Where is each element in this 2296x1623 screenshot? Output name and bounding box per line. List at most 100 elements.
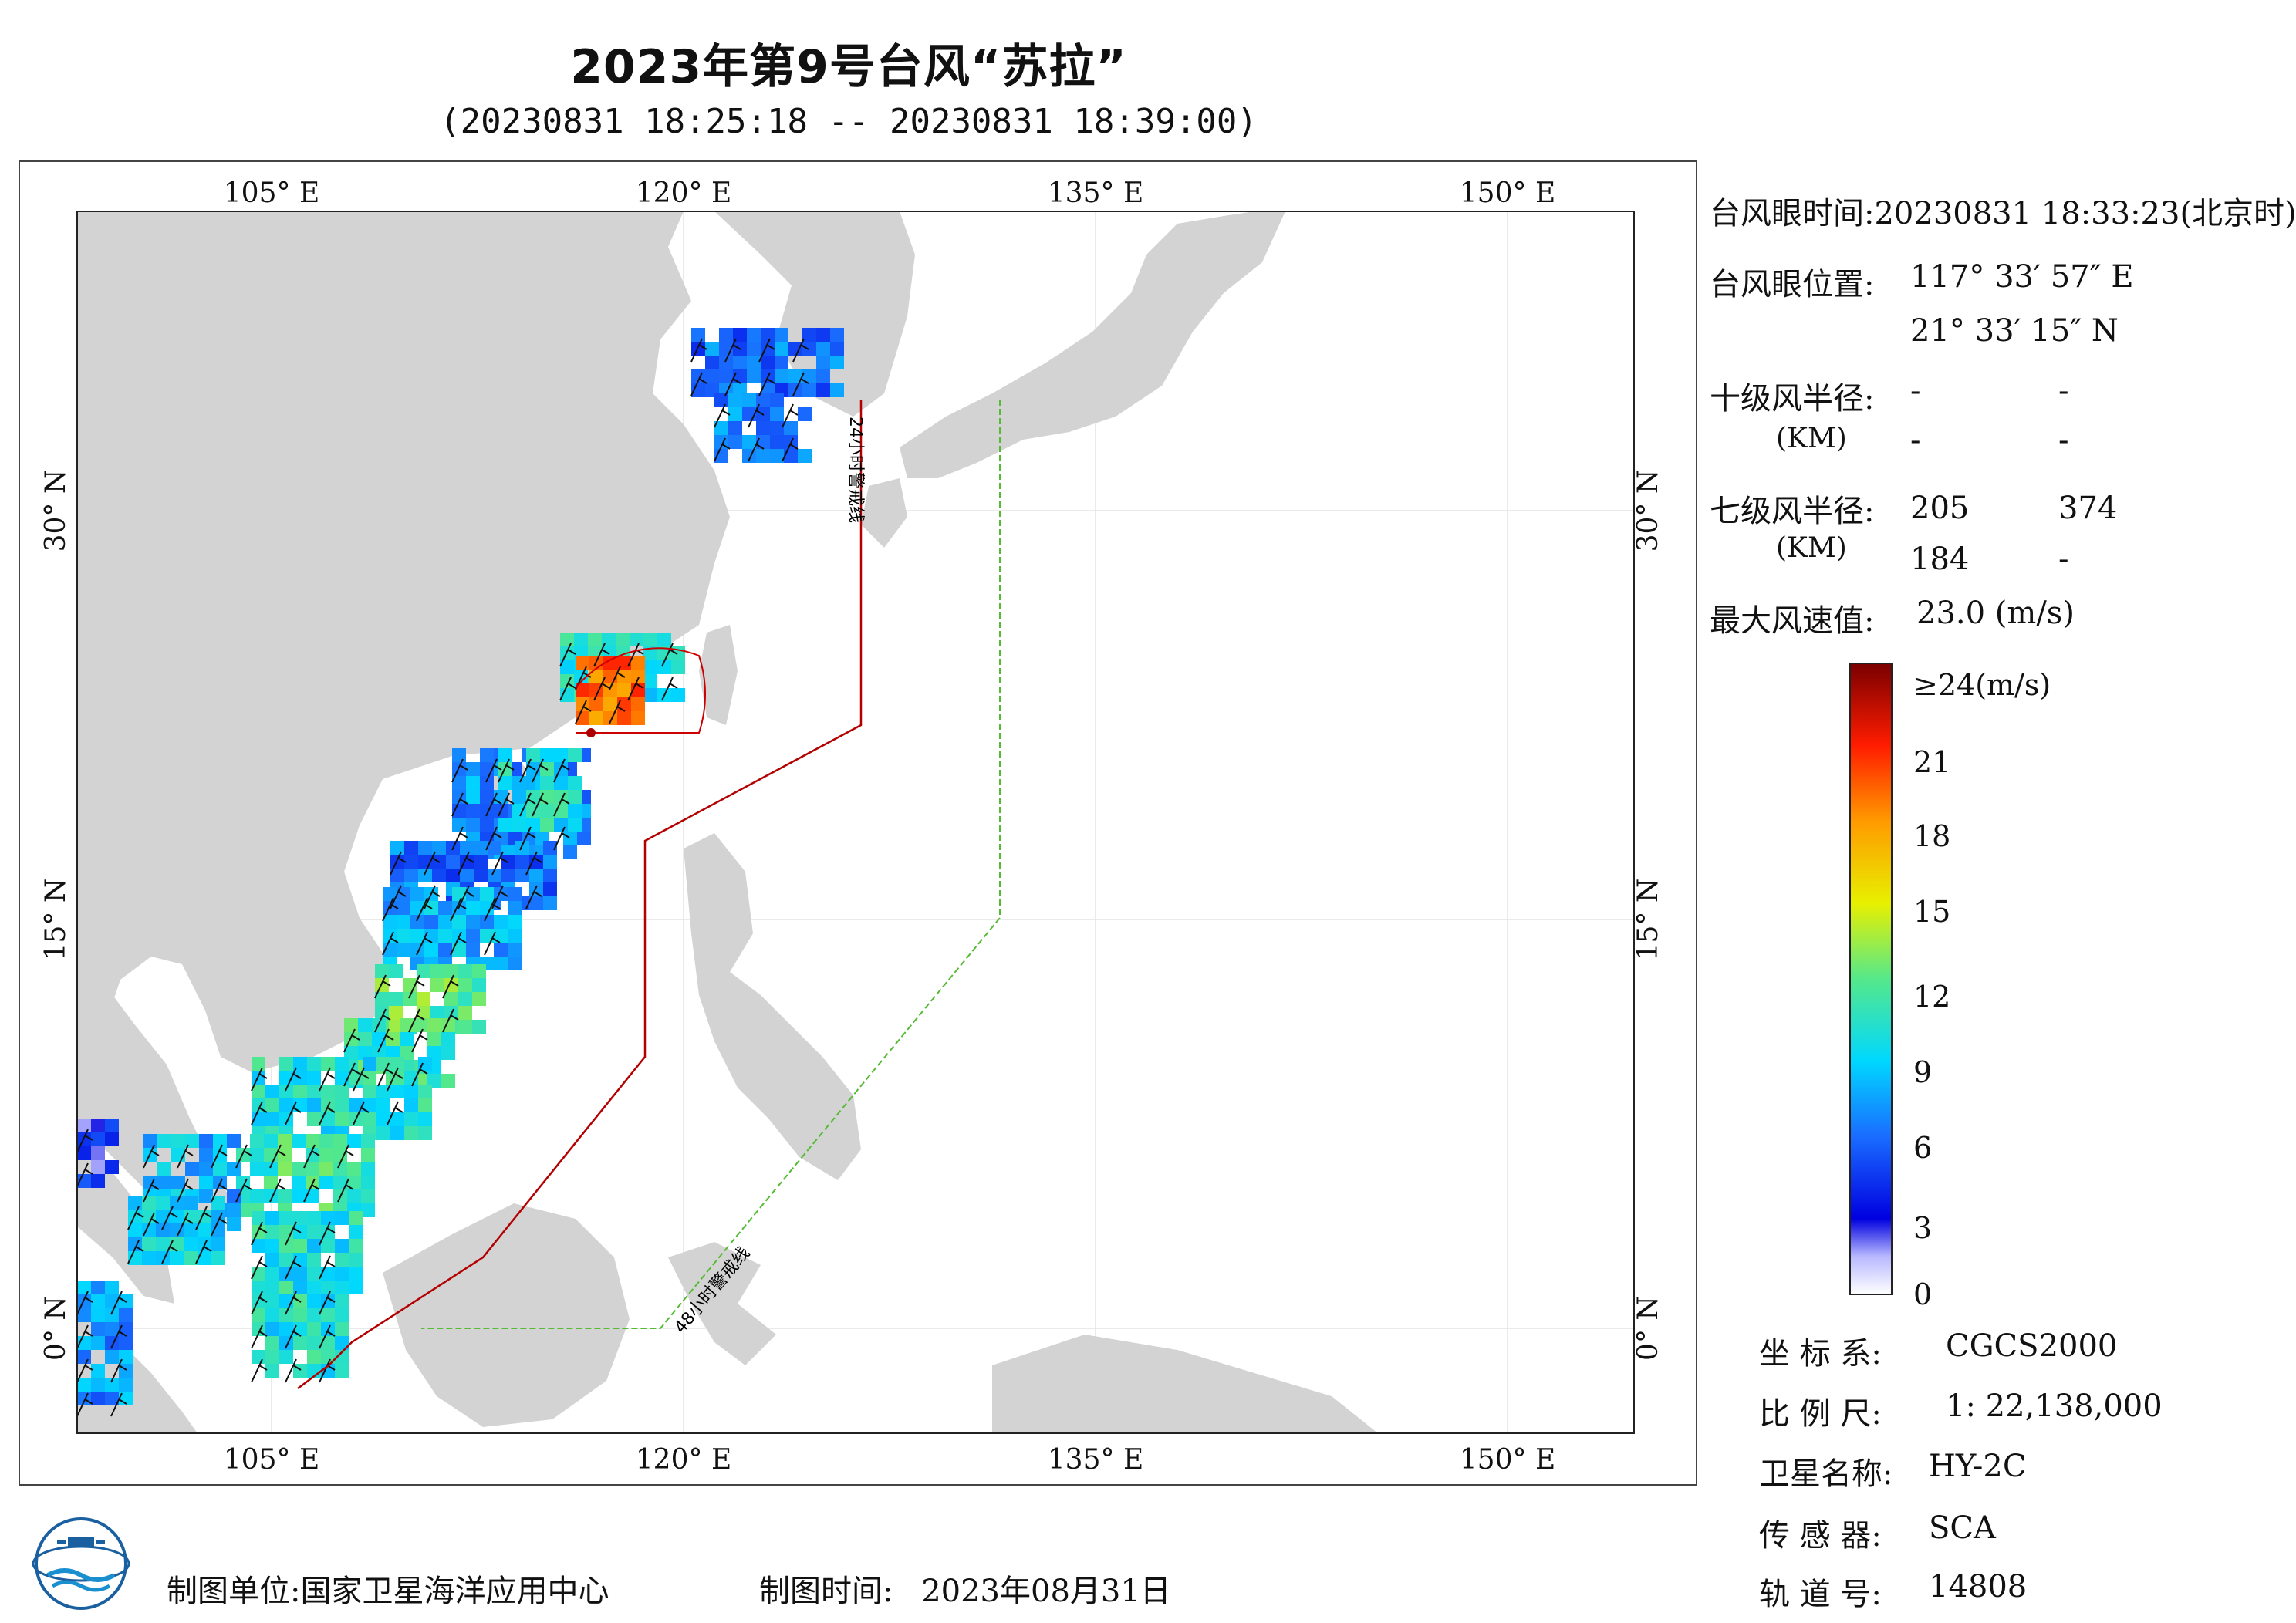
wind-cell [631,697,645,711]
wind-cell [466,776,480,790]
wind-barb [382,897,399,922]
wind-cell [643,633,657,646]
wind-cell [418,869,432,882]
wind-cell [529,855,543,869]
wind-barb [593,643,610,667]
wind-cell [265,1211,279,1225]
wind-cell [358,1032,372,1046]
wind-barb [484,931,501,956]
wind-cell [474,855,488,869]
wind-cell [480,901,494,915]
orbit-label: 轨 道 号: [1759,1577,1882,1612]
wind-barb [235,1144,252,1169]
nsoas-logo [32,1517,130,1610]
wind-cell [252,1211,265,1225]
wind-cell [643,674,657,688]
wind-cell [333,1176,347,1189]
wind-cell [410,929,424,943]
wind-barb [450,931,467,956]
wind-cell [691,328,705,342]
wind-cell [264,1162,278,1176]
wind-barb [387,1067,403,1092]
producer-value: 国家卫星海洋应用中心 [300,1574,609,1609]
lat-tick-left-30: 30° N [40,470,72,552]
r7-label: 七级风半径: [1710,494,1875,529]
wind-cell [719,356,733,369]
wind-cell [91,1294,105,1308]
wind-cell [335,1350,349,1364]
wind-cell [91,1308,105,1322]
wind-cell [319,1162,333,1176]
wind-field-map: 24小时警戒线 48小时警戒线 105° E 120° E 135° E 150… [40,177,1664,1476]
wind-cell [293,1308,307,1322]
wind-cell [105,1119,119,1132]
eye-time-row: 台风眼时间:20230831 18:33:23(北京时) [1710,188,2296,233]
wind-barb [303,1178,320,1203]
wind-cell [307,1253,321,1267]
wind-cell [307,1281,321,1294]
wind-barb [451,792,468,817]
wind-cell [512,776,526,790]
wind-cell [321,1085,335,1098]
wind-barb [485,758,502,783]
wind-cell [568,818,582,832]
wind-cell [333,1134,347,1148]
wind-cell [733,356,747,369]
colorbar-label-18: 18 [1913,819,1951,853]
wind-cell [452,943,466,957]
wind-barb [77,1324,93,1349]
wind-cell [418,1112,432,1126]
wind-cell [321,1336,335,1350]
borneo-island [383,1203,630,1427]
wind-cell [307,1308,321,1322]
wind-cell [349,1211,363,1225]
wind-cell [335,1098,349,1112]
wind-cell [199,1134,213,1148]
wind-barb [319,1221,336,1246]
wind-cell [265,1225,279,1239]
wind-cell [347,1162,361,1176]
wind-cell [512,804,526,818]
wind-cell [728,407,742,421]
wind-cell [404,1085,418,1098]
wind-cell [265,1322,279,1336]
orbit-value: 14808 [1929,1569,2028,1604]
wind-cell [802,369,816,383]
wind-barb [661,677,678,701]
wind-cell [474,869,488,882]
wind-cell [119,1350,133,1364]
warning-line-48h [421,400,1001,1329]
colorbar-label-3: 3 [1913,1211,1933,1245]
wind-cell [404,1126,418,1140]
wind-cell [515,869,529,882]
wind-barb [491,851,508,876]
japan-islands [900,211,1285,478]
satellite-label: 卫星名称: [1759,1456,1893,1492]
wind-cell [630,633,643,646]
wind-cell [349,1225,363,1239]
wind-cell [403,992,417,1006]
wind-cell [278,1189,292,1203]
wind-cell [306,1162,319,1176]
wind-barb [458,851,474,876]
wind-cell [265,1294,279,1308]
wind-cell [616,633,630,646]
wind-cell [390,1112,404,1126]
wind-cell [400,1032,414,1046]
wind-cell [494,957,508,970]
wind-cell [307,1085,321,1098]
wind-barb [110,1392,127,1417]
wind-cell [603,697,617,711]
wind-cell [279,1350,293,1364]
wind-cell [728,435,742,449]
wind-barb [525,851,542,876]
wind-cell [446,855,460,869]
wind-cell [279,1057,293,1071]
colorbar-label-15: 15 [1913,895,1951,929]
wind-cell [349,1281,363,1294]
wind-barb [451,826,468,851]
wind-cell [563,845,577,859]
producer-label: 制图单位: [167,1574,301,1609]
wind-cell [452,818,466,832]
wind-cell [265,1085,279,1098]
